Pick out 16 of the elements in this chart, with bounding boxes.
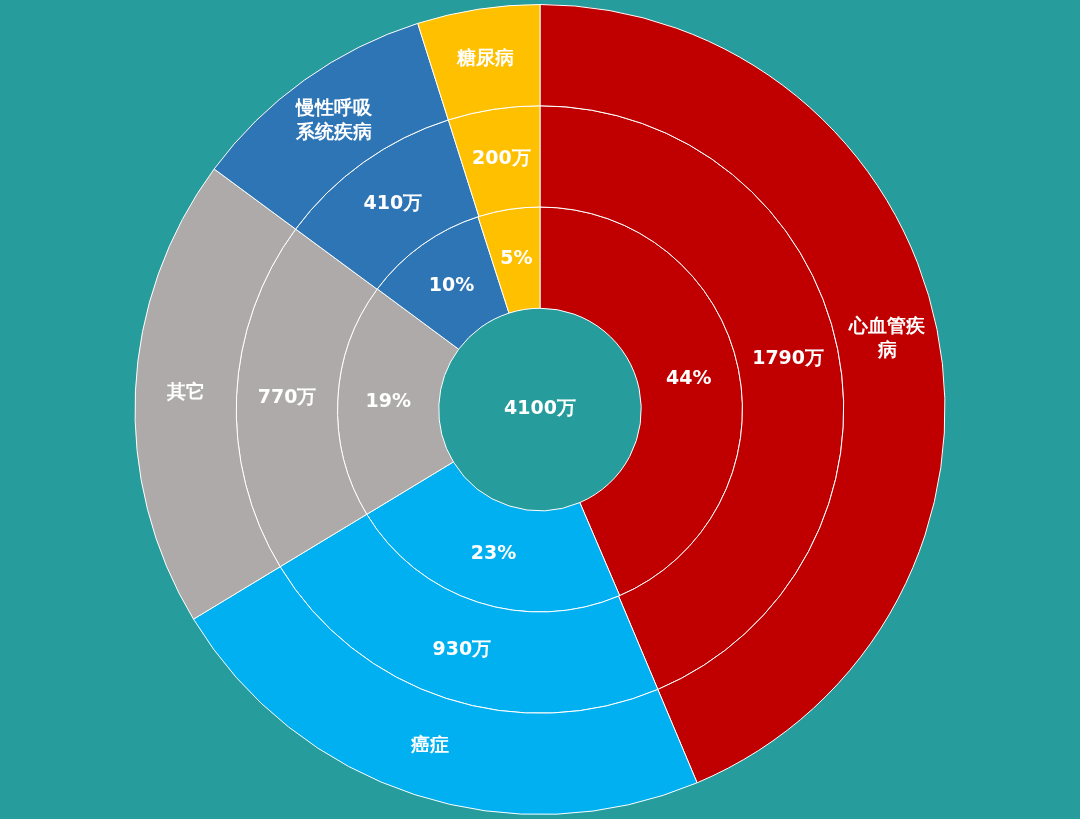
slice-label: 其它 <box>166 380 205 403</box>
slice-label: 慢性呼吸系统疾病 <box>294 96 373 143</box>
data-label: 410万 <box>363 190 423 213</box>
data-label: 10% <box>428 273 475 296</box>
slice-label: 糖尿病 <box>456 46 515 69</box>
data-label: 5% <box>500 246 533 269</box>
data-label: 19% <box>365 389 412 412</box>
slice-label: 癌症 <box>410 733 450 756</box>
text: 4100万 <box>504 396 576 419</box>
data-label: 23% <box>470 541 517 564</box>
data-label: 930万 <box>432 637 492 660</box>
data-label: 200万 <box>472 146 531 169</box>
slice-label: 心血管疾病 <box>848 314 927 361</box>
data-label: 44% <box>666 365 712 388</box>
data-label: 770万 <box>257 384 317 407</box>
data-label: 1790万 <box>752 346 825 369</box>
